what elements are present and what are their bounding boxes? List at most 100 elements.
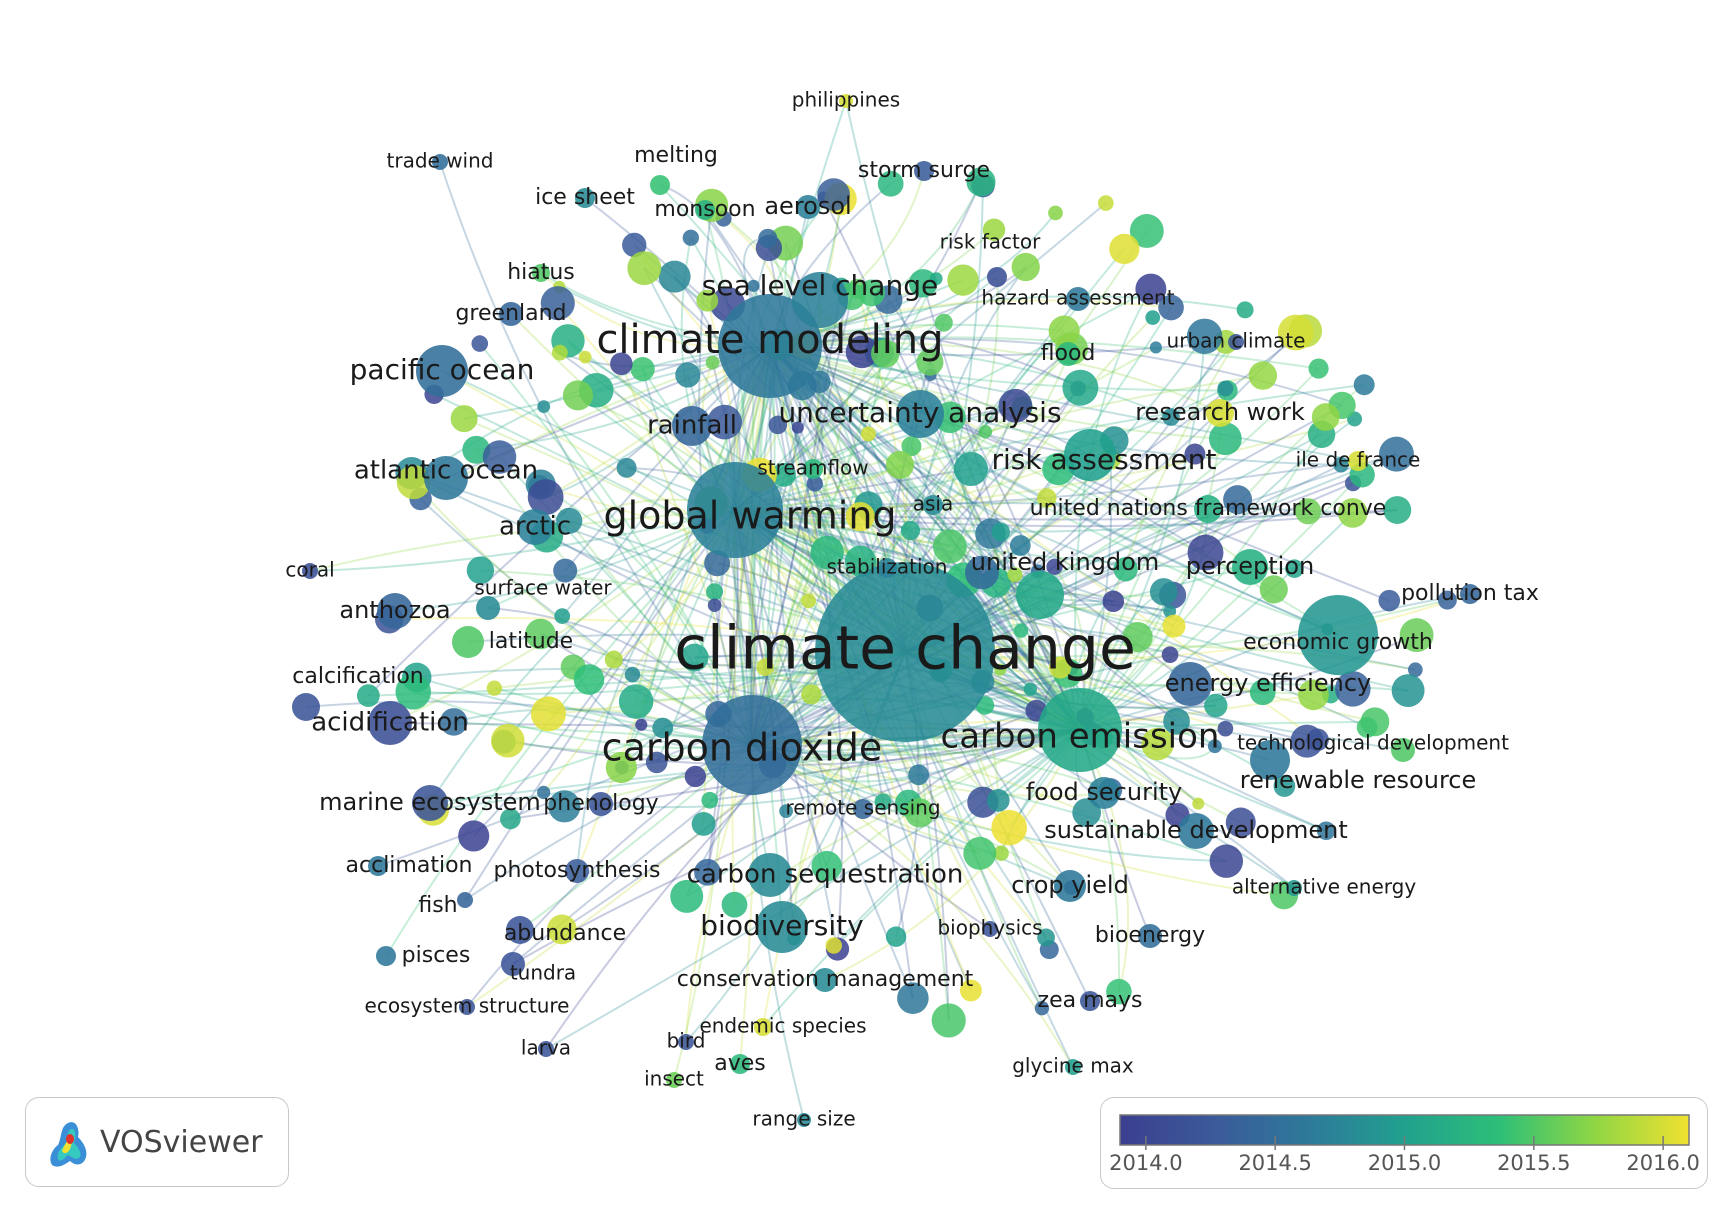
term-node[interactable] <box>747 279 760 292</box>
term-node[interactable] <box>993 845 1009 861</box>
node-pollution-tax[interactable] <box>1460 584 1480 604</box>
label-rainfall[interactable]: rainfall <box>647 411 737 441</box>
term-node[interactable] <box>395 674 432 710</box>
term-node[interactable] <box>605 751 637 784</box>
node-carbon-emission[interactable] <box>1038 688 1122 772</box>
label-conservation-management[interactable]: conservation management <box>677 967 974 992</box>
term-node[interactable] <box>808 370 831 394</box>
term-node[interactable] <box>547 914 577 945</box>
term-node[interactable] <box>1273 775 1296 797</box>
term-node[interactable] <box>982 218 1006 241</box>
node-pisces[interactable] <box>376 946 396 966</box>
term-node[interactable] <box>1072 798 1102 827</box>
term-node[interactable] <box>1037 488 1057 508</box>
term-node[interactable] <box>573 664 605 695</box>
label-flood[interactable]: flood <box>1041 341 1096 366</box>
term-node[interactable] <box>825 937 842 954</box>
term-node[interactable] <box>706 583 724 601</box>
label-ice-sheet[interactable]: ice sheet <box>535 185 635 210</box>
term-node[interactable] <box>1399 618 1434 653</box>
label-carbon-dioxide[interactable]: carbon dioxide <box>602 726 883 770</box>
node-hiatus[interactable] <box>532 264 550 282</box>
node-ecosystem-structure[interactable] <box>459 999 475 1015</box>
term-node[interactable] <box>931 1003 966 1038</box>
term-node[interactable] <box>466 556 495 585</box>
node-trade-wind[interactable] <box>432 154 448 170</box>
node-urban-climate[interactable] <box>1228 334 1244 350</box>
term-node[interactable] <box>978 424 993 439</box>
label-crop-yield[interactable]: crop yield <box>1011 871 1129 899</box>
term-node[interactable] <box>1437 590 1457 610</box>
node-acclimation[interactable] <box>368 856 388 876</box>
term-node[interactable] <box>1162 614 1186 638</box>
term-node[interactable] <box>871 339 900 368</box>
label-ile-de-france[interactable]: ile de france <box>1296 448 1421 472</box>
label-pisces[interactable]: pisces <box>402 943 471 968</box>
node-aerosol[interactable] <box>796 195 820 219</box>
term-node[interactable] <box>356 684 380 707</box>
node-flood[interactable] <box>1056 342 1080 366</box>
term-node[interactable] <box>953 451 989 487</box>
term-node[interactable] <box>721 891 748 918</box>
term-node[interactable] <box>1062 369 1099 406</box>
term-node[interactable] <box>1023 682 1038 696</box>
node-biodiversity[interactable] <box>756 901 808 953</box>
node-pacific-ocean[interactable] <box>416 345 468 397</box>
node-united-kingdom[interactable] <box>1016 571 1064 619</box>
label-energy-efficiency[interactable]: energy efficiency <box>1165 669 1371 697</box>
label-phenology[interactable]: phenology <box>543 791 658 816</box>
node-bird[interactable] <box>678 1034 694 1050</box>
term-node[interactable] <box>1378 436 1414 472</box>
term-node[interactable] <box>1337 498 1368 528</box>
label-sea-level-change[interactable]: sea level change <box>702 269 938 302</box>
node-melting[interactable] <box>650 175 670 195</box>
term-node[interactable] <box>618 684 654 719</box>
node-zea-mays[interactable] <box>1080 991 1100 1011</box>
term-node[interactable] <box>1013 623 1029 638</box>
term-node[interactable] <box>1378 589 1401 612</box>
term-node[interactable] <box>1049 656 1072 679</box>
label-urban-climate[interactable]: urban climate <box>1167 329 1306 353</box>
node-phenology[interactable] <box>589 792 613 816</box>
term-node[interactable] <box>707 404 743 440</box>
node-philippines[interactable] <box>839 94 853 108</box>
node-global-warming[interactable] <box>687 462 783 558</box>
label-ecosystem-structure[interactable]: ecosystem structure <box>365 994 570 1018</box>
term-node[interactable] <box>1204 693 1228 718</box>
term-node[interactable] <box>991 522 1010 542</box>
term-node[interactable] <box>1248 361 1278 390</box>
node-climate-modeling[interactable] <box>718 294 822 398</box>
term-node[interactable] <box>860 426 876 442</box>
label-climate-change[interactable]: climate change <box>674 614 1136 684</box>
term-node[interactable] <box>1098 195 1114 211</box>
node-endemic-species[interactable] <box>754 1018 772 1036</box>
label-insect[interactable]: insect <box>644 1067 704 1091</box>
term-node[interactable] <box>1037 928 1055 947</box>
term-node[interactable] <box>680 643 709 672</box>
label-calcification[interactable]: calcification <box>292 664 423 689</box>
node-anthozoa[interactable] <box>377 593 413 629</box>
term-node[interactable] <box>1163 604 1177 618</box>
term-node[interactable] <box>998 388 1033 423</box>
label-aves[interactable]: aves <box>714 1051 766 1076</box>
term-node[interactable] <box>1007 567 1023 583</box>
term-node[interactable] <box>1048 205 1063 221</box>
node-storm-surge[interactable] <box>914 161 934 181</box>
term-node[interactable] <box>1391 674 1425 708</box>
label-bioenergy[interactable]: bioenergy <box>1095 923 1205 948</box>
node-range-size[interactable] <box>797 1113 811 1127</box>
node-perception[interactable] <box>1232 549 1268 585</box>
term-node[interactable] <box>986 789 1010 812</box>
term-node[interactable] <box>791 421 804 434</box>
term-node[interactable] <box>450 405 478 433</box>
term-node[interactable] <box>1236 301 1254 319</box>
term-node[interactable] <box>991 809 1028 846</box>
term-node[interactable] <box>1113 557 1138 582</box>
label-marine-ecosystem[interactable]: marine ecosystem <box>319 788 541 816</box>
node-abundance[interactable] <box>506 916 534 944</box>
term-node[interactable] <box>877 170 904 197</box>
label-sustainable-development[interactable]: sustainable development <box>1044 816 1348 844</box>
term-node[interactable] <box>1298 679 1329 711</box>
term-node[interactable] <box>885 450 914 479</box>
